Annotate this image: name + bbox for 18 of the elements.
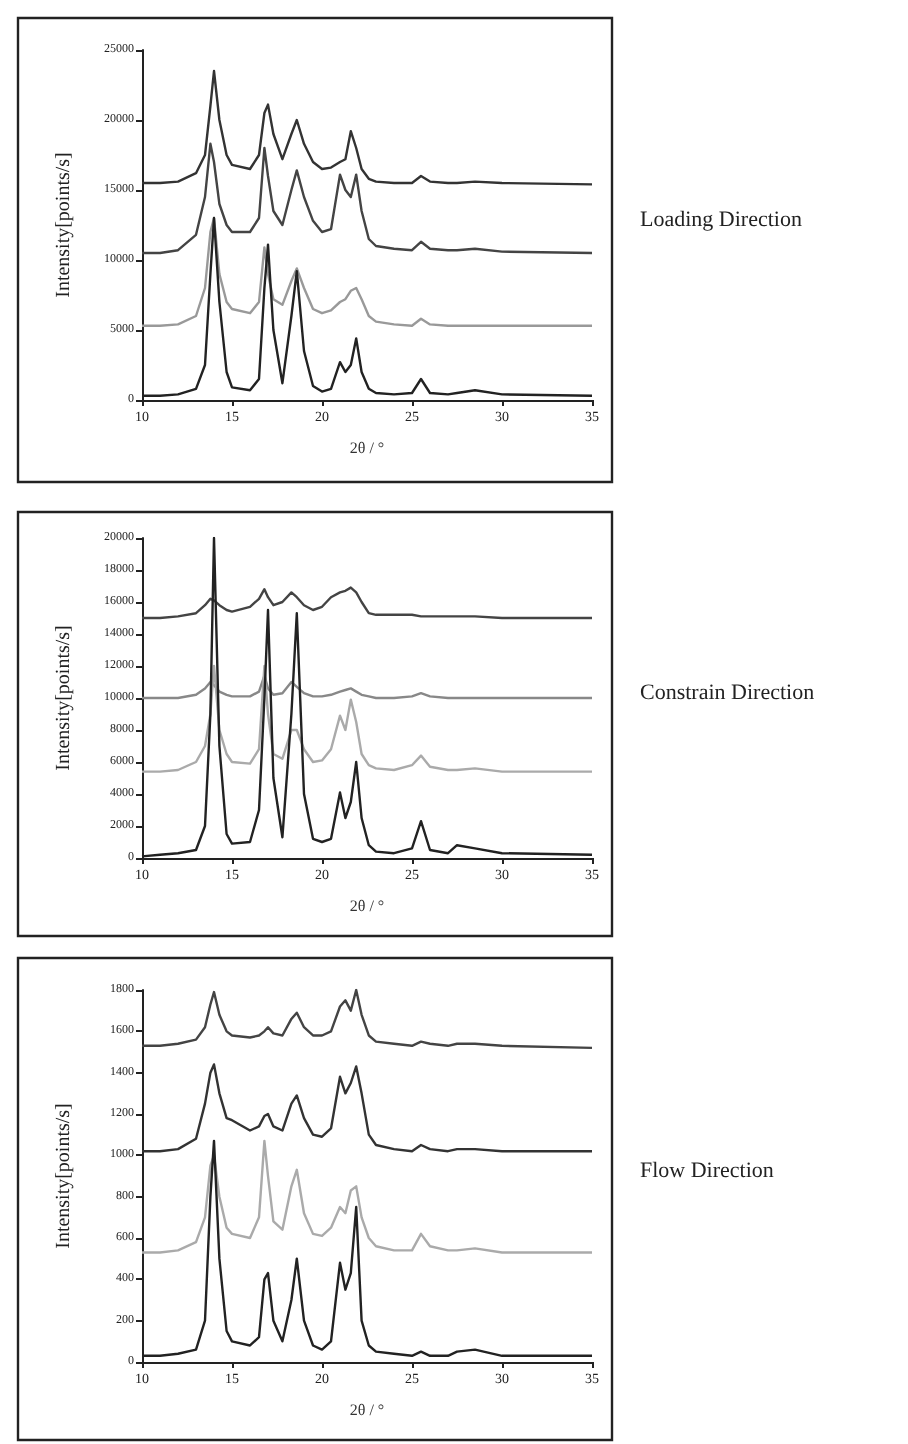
line-series	[140, 1063, 594, 1153]
line-series	[140, 988, 594, 1050]
y-axis-title: Intensity[points/s]	[53, 152, 75, 298]
x-axis-title: 2θ / °	[349, 1401, 385, 1419]
text: Constrain Direction	[640, 681, 816, 705]
line-series	[140, 69, 594, 186]
line-series	[140, 1139, 594, 1254]
line-series	[140, 142, 594, 255]
line-series	[140, 586, 594, 620]
y-axis-title: Intensity[points/s]	[53, 1103, 75, 1249]
text: Flow Direction	[640, 1159, 775, 1183]
line-series	[140, 216, 594, 327]
text: Loading Direction	[640, 208, 803, 232]
y-axis-title: Intensity[points/s]	[53, 625, 75, 771]
line-series	[140, 664, 594, 773]
line-series	[140, 674, 594, 700]
x-axis-title: 2θ / °	[349, 439, 385, 457]
x-axis-title: 2θ / °	[349, 897, 385, 915]
